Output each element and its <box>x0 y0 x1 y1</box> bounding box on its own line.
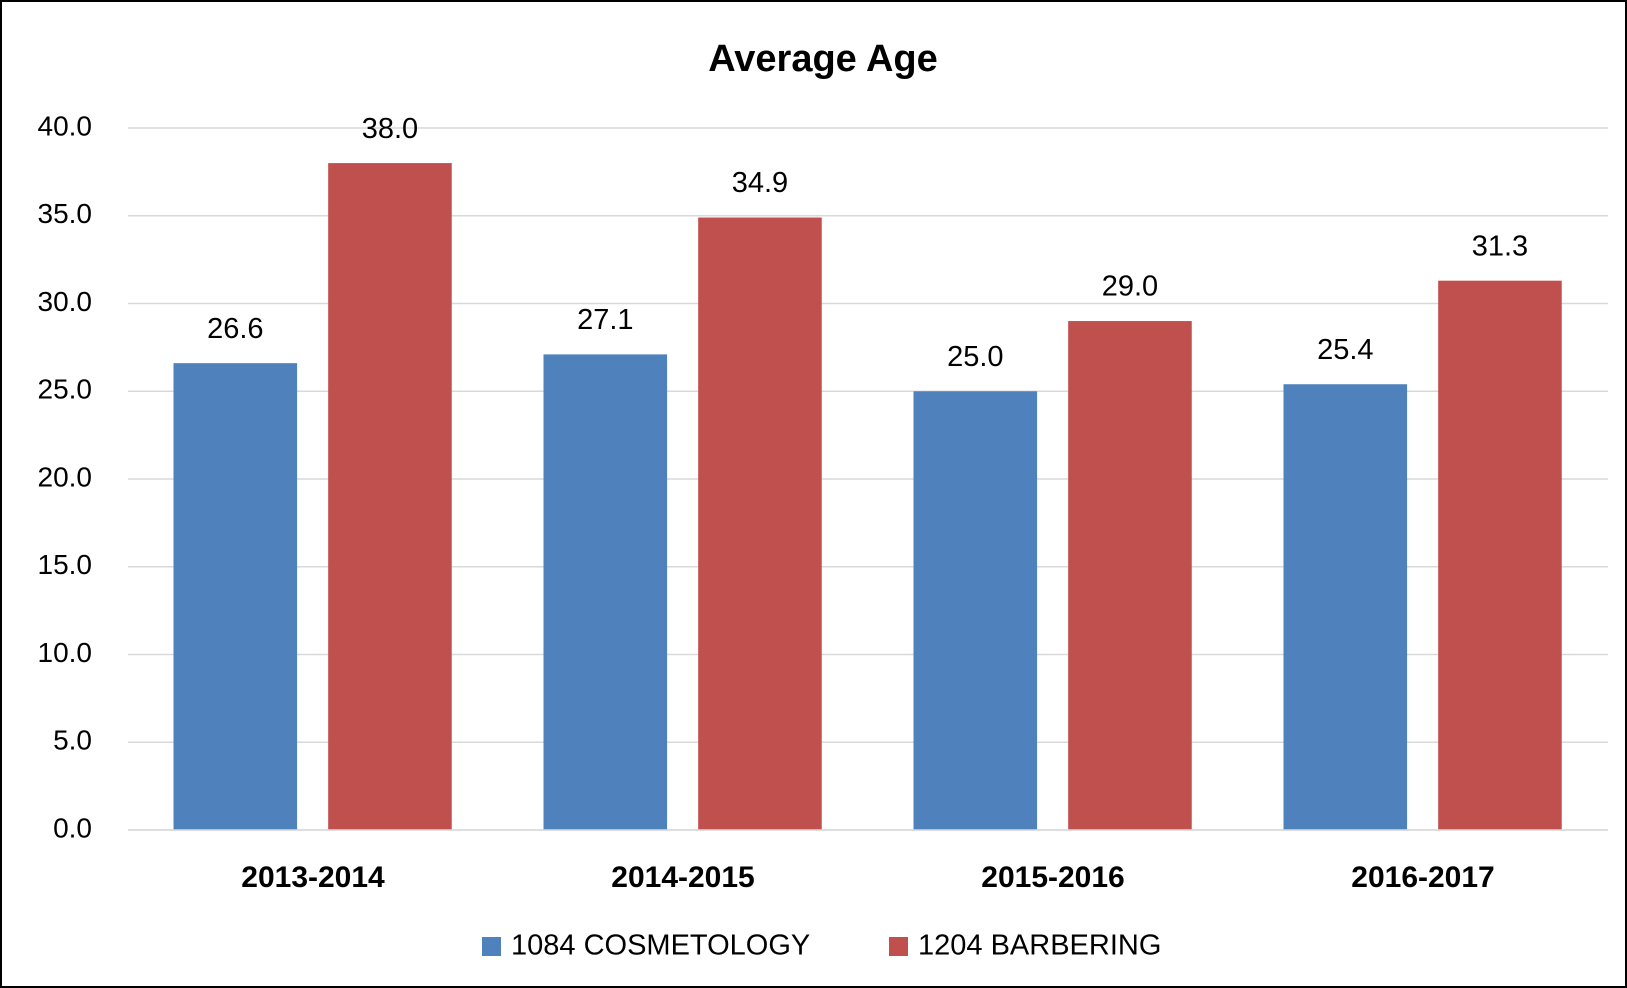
legend-label: 1084 COSMETOLOGY <box>511 930 810 962</box>
x-tick-label: 2014-2015 <box>611 861 754 894</box>
y-tick-label: 40.0 <box>38 110 93 141</box>
x-tick-label: 2013-2014 <box>241 861 385 894</box>
y-tick-label: 35.0 <box>38 198 93 229</box>
bar <box>913 391 1038 830</box>
y-tick-label: 10.0 <box>38 637 93 668</box>
y-tick-label: 30.0 <box>38 286 93 317</box>
bar <box>698 217 822 830</box>
bar <box>1283 384 1408 830</box>
y-tick-label: 0.0 <box>53 812 92 843</box>
legend-label: 1204 BARBERING <box>918 930 1161 962</box>
data-label: 38.0 <box>362 113 418 145</box>
data-label: 27.1 <box>577 304 633 336</box>
bar <box>1068 321 1192 830</box>
y-tick-label: 15.0 <box>38 549 93 580</box>
x-tick-label: 2015-2016 <box>981 861 1124 894</box>
data-label: 34.9 <box>732 167 788 199</box>
data-label: 31.3 <box>1472 230 1528 262</box>
data-label: 25.4 <box>1317 334 1373 366</box>
bar <box>328 163 452 831</box>
bar <box>173 363 298 830</box>
y-tick-label: 5.0 <box>53 725 92 756</box>
bar <box>543 354 668 830</box>
data-label: 25.0 <box>947 341 1003 373</box>
legend-swatch <box>482 937 501 956</box>
chart-title: Average Age <box>708 38 938 80</box>
y-tick-label: 20.0 <box>38 461 93 492</box>
legend-swatch <box>889 937 908 956</box>
bar <box>1438 280 1562 830</box>
data-label: 29.0 <box>1102 271 1158 303</box>
y-tick-label: 25.0 <box>38 374 93 405</box>
x-tick-label: 2016-2017 <box>1351 861 1494 894</box>
data-label: 26.6 <box>207 313 263 345</box>
